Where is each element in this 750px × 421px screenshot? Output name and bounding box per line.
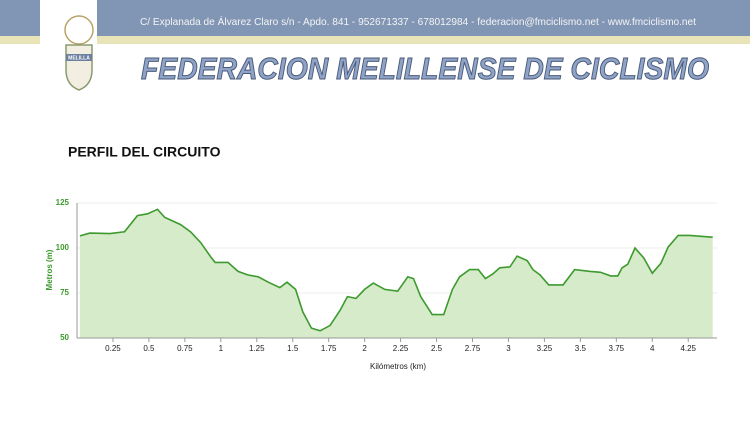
top-bar [0,0,750,36]
x-tick-label: 0.5 [143,344,155,353]
x-tick-label: 4 [650,344,655,353]
x-tick-label: 3.75 [609,344,625,353]
logo-text: MELILLA [68,55,90,61]
y-axis-label: Metros (m) [45,249,54,290]
x-tick-label: 3.5 [575,344,587,353]
x-tick-label: 1.25 [249,344,265,353]
x-tick-label: 4.25 [680,344,696,353]
area-fill [79,209,713,338]
x-tick-label: 2.25 [393,344,409,353]
site-title: FEDERACION MELILLENSE DE CICLISMO [141,51,709,86]
y-tick-label: 125 [56,198,70,207]
y-tick-label: 100 [56,243,70,252]
x-tick-label: 2.5 [431,344,443,353]
profile-line [79,208,713,332]
chart-title: PERFIL DEL CIRCUITO [68,144,221,160]
y-tick-label: 50 [60,333,69,342]
x-tick-label: 3.25 [537,344,553,353]
x-tick-label: 1.75 [321,344,337,353]
x-axis-label: Kilómetros (km) [370,362,426,371]
x-tick-label: 3 [506,344,511,353]
x-tick-label: 1.5 [287,344,299,353]
x-tick-label: 1 [219,344,224,353]
x-tick-label: 2.75 [465,344,481,353]
x-tick-label: 2 [362,344,367,353]
y-tick-label: 75 [60,288,69,297]
x-tick-label: 0.75 [177,344,193,353]
x-tick-label: 0.25 [105,344,121,353]
plot: 50 75 100 125 0.25 0.5 0.75 1 1.25 1.5 1.75 2 2.25 2.… [56,198,717,353]
logo: MELILLA [64,15,94,91]
top-stripe [0,36,750,44]
contact-line: C/ Explanada de Álvarez Claro s/n - Apdo… [140,15,696,28]
